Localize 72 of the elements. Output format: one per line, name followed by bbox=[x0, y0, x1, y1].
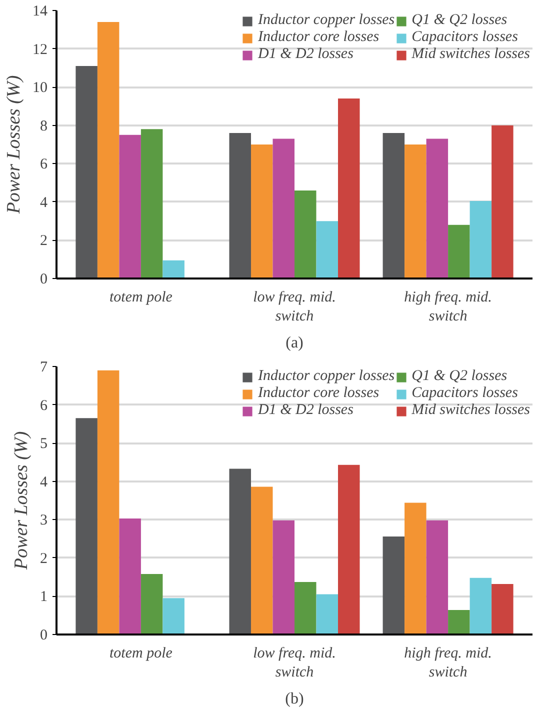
bar bbox=[97, 22, 120, 278]
bar bbox=[492, 584, 514, 634]
y-tick-label: 12 bbox=[32, 42, 48, 58]
x-tick-label: high freq. mid. switch bbox=[404, 290, 492, 325]
y-tick-label: 8 bbox=[40, 118, 48, 134]
bar bbox=[229, 133, 251, 278]
bar bbox=[404, 502, 426, 634]
y-axis-title: Power Losses (W) bbox=[4, 75, 24, 215]
x-tick-label: totem pole bbox=[110, 646, 173, 662]
legend-label: Capacitors losses bbox=[412, 29, 518, 46]
y-tick-label: 4 bbox=[40, 474, 48, 490]
bar bbox=[162, 598, 184, 634]
text: (b) bbox=[285, 690, 304, 708]
bar bbox=[338, 98, 360, 278]
y-tick-label: 0 bbox=[40, 272, 48, 288]
legend-label: Inductor copper losses bbox=[258, 368, 395, 385]
legend-label: Capacitors losses bbox=[412, 385, 518, 402]
y-tick-label: 4 bbox=[40, 194, 48, 211]
legend-label: Mid switches losses bbox=[412, 402, 530, 419]
bar bbox=[382, 536, 405, 634]
bar bbox=[272, 520, 294, 634]
bar bbox=[162, 260, 184, 278]
legend-label: D1 & D2 losses bbox=[258, 46, 354, 63]
bar bbox=[272, 138, 294, 278]
legend-label: Q1 & Q2 losses bbox=[412, 368, 508, 385]
legend-label: Inductor core losses bbox=[258, 385, 380, 402]
bar bbox=[338, 464, 360, 634]
bar bbox=[448, 610, 470, 634]
bar bbox=[250, 486, 273, 634]
bar bbox=[294, 190, 316, 278]
legend-label: Q1 & Q2 losses bbox=[412, 12, 508, 29]
bar bbox=[382, 133, 405, 278]
bar bbox=[448, 224, 470, 278]
bar bbox=[250, 144, 273, 278]
bar bbox=[229, 468, 251, 634]
x-tick-label: low freq. mid. switch bbox=[253, 646, 336, 681]
text: (a) bbox=[286, 334, 304, 352]
bar bbox=[470, 200, 492, 278]
bar bbox=[119, 134, 141, 278]
x-tick-label: low freq. mid. switch bbox=[253, 290, 336, 325]
bar bbox=[76, 418, 98, 634]
y-tick-label: 2 bbox=[40, 233, 48, 250]
x-tick-label: high freq. mid. switch bbox=[404, 646, 492, 681]
bar bbox=[404, 144, 426, 278]
y-tick-label: 7 bbox=[40, 360, 48, 376]
y-tick-label: 5 bbox=[40, 436, 48, 452]
legend-label: Mid switches losses bbox=[412, 46, 530, 63]
y-tick-label: 6 bbox=[40, 398, 48, 414]
bar bbox=[97, 370, 120, 634]
y-tick-label: 10 bbox=[32, 80, 48, 96]
bar bbox=[492, 125, 514, 278]
x-tick-label: totem pole bbox=[110, 290, 173, 306]
bar bbox=[316, 221, 338, 278]
bar bbox=[140, 129, 163, 278]
bar bbox=[316, 594, 338, 634]
bar bbox=[76, 66, 98, 278]
y-tick-label: 2 bbox=[40, 550, 48, 567]
y-tick-label: 6 bbox=[40, 156, 48, 173]
bar bbox=[426, 138, 448, 278]
legend-label: D1 & D2 losses bbox=[258, 402, 354, 419]
bar bbox=[426, 520, 448, 634]
bar bbox=[119, 518, 141, 634]
y-tick-label: 3 bbox=[40, 512, 48, 529]
y-tick-label: 0 bbox=[40, 628, 48, 644]
legend-label: Inductor copper losses bbox=[258, 12, 395, 29]
bar bbox=[294, 582, 316, 634]
bar bbox=[470, 578, 492, 634]
legend-label: Inductor core losses bbox=[258, 29, 380, 46]
y-tick-label: 14 bbox=[32, 4, 48, 20]
y-tick-label: 1 bbox=[40, 589, 48, 606]
y-axis-title: Power Losses (W) bbox=[11, 431, 32, 571]
bar bbox=[140, 574, 163, 634]
